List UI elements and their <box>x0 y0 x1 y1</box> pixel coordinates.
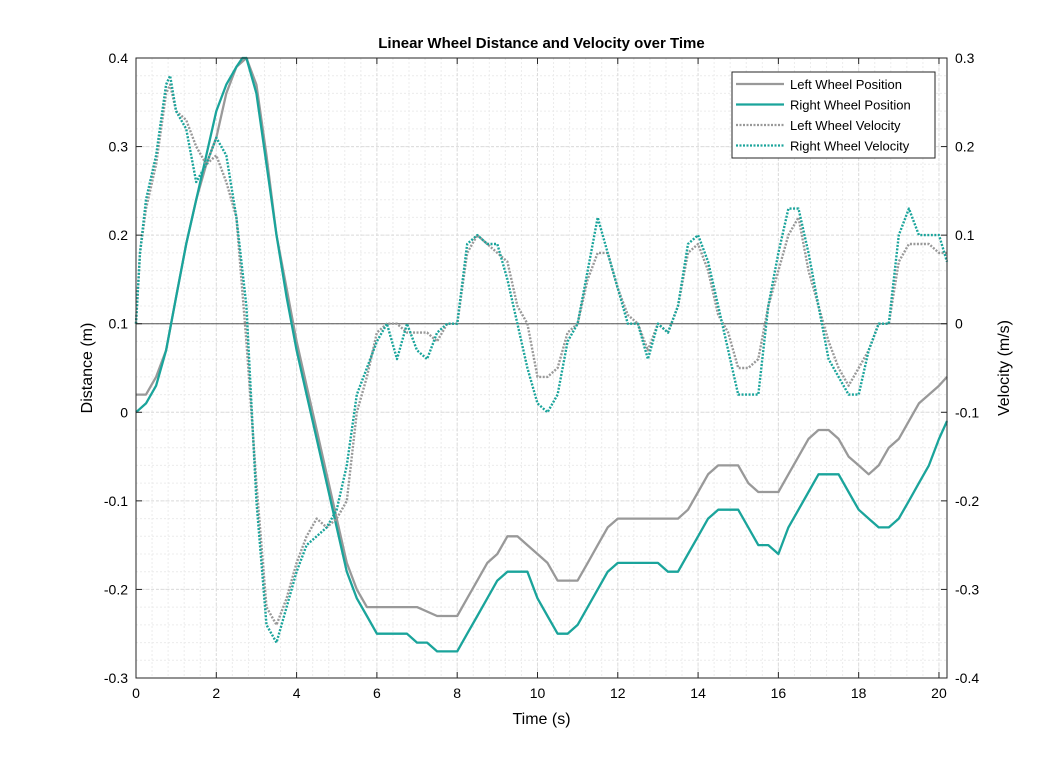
x-tick-label: 10 <box>530 685 546 701</box>
legend-label-1: Right Wheel Position <box>790 98 911 113</box>
y-right-tick-label: 0 <box>955 316 963 332</box>
y-right-tick-label: -0.3 <box>955 581 979 597</box>
tick-layer: 0 2 4 6 8 10 12 14 16 18 20 -0.3 -0.2 -0.1 0 0.1 0.2 0.3 0… <box>104 50 979 701</box>
series-line-3 <box>134 74 949 644</box>
series-line-2 <box>134 83 947 627</box>
y-right-tick-label: -0.4 <box>955 670 979 686</box>
series-line-0 <box>136 56 948 618</box>
y-right-tick-label: 0.3 <box>955 50 975 66</box>
x-tick-label: 0 <box>132 685 140 701</box>
x-tick-label: 20 <box>931 685 947 701</box>
plot-area-border <box>135 57 948 679</box>
x-tick-label: 16 <box>771 685 787 701</box>
y-right-tick-label: 0.1 <box>955 227 975 243</box>
x-tick-label: 14 <box>690 685 706 701</box>
x-tick-label: 12 <box>610 685 626 701</box>
x-tick-label: 18 <box>851 685 867 701</box>
legend-box <box>731 71 936 159</box>
series-line-1 <box>135 56 949 653</box>
y-left-tick-label: 0.4 <box>109 50 129 66</box>
legend: Left Wheel Position Right Wheel Position L… <box>731 71 936 159</box>
x-tick-label: 4 <box>293 685 301 701</box>
x-tick-label: 2 <box>212 685 220 701</box>
y-left-tick-label: 0.2 <box>109 227 129 243</box>
y-left-tick-label: 0 <box>120 404 128 420</box>
legend-label-2: Left Wheel Velocity <box>790 118 901 133</box>
y-left-tick-label: -0.3 <box>104 670 128 686</box>
x-tick-label: 6 <box>373 685 381 701</box>
x-axis-label: Time (s) <box>512 711 570 728</box>
y-left-tick-label: -0.2 <box>104 581 128 597</box>
series-layer <box>134 56 949 653</box>
y-right-tick-label: -0.1 <box>955 404 979 420</box>
legend-label-0: Left Wheel Position <box>790 77 902 92</box>
y-right-tick-label: -0.2 <box>955 493 979 509</box>
y-axis-right-label: Velocity (m/s) <box>996 320 1013 416</box>
x-tick-label: 8 <box>453 685 461 701</box>
y-left-tick-label: 0.3 <box>109 139 129 155</box>
y-left-tick-label: -0.1 <box>104 493 128 509</box>
chart-title: Linear Wheel Distance and Velocity over … <box>378 35 705 52</box>
y-axis-left-label: Distance (m) <box>79 323 96 414</box>
y-left-tick-label: 0.1 <box>109 316 129 332</box>
y-right-tick-label: 0.2 <box>955 139 975 155</box>
legend-label-3: Right Wheel Velocity <box>790 139 910 154</box>
